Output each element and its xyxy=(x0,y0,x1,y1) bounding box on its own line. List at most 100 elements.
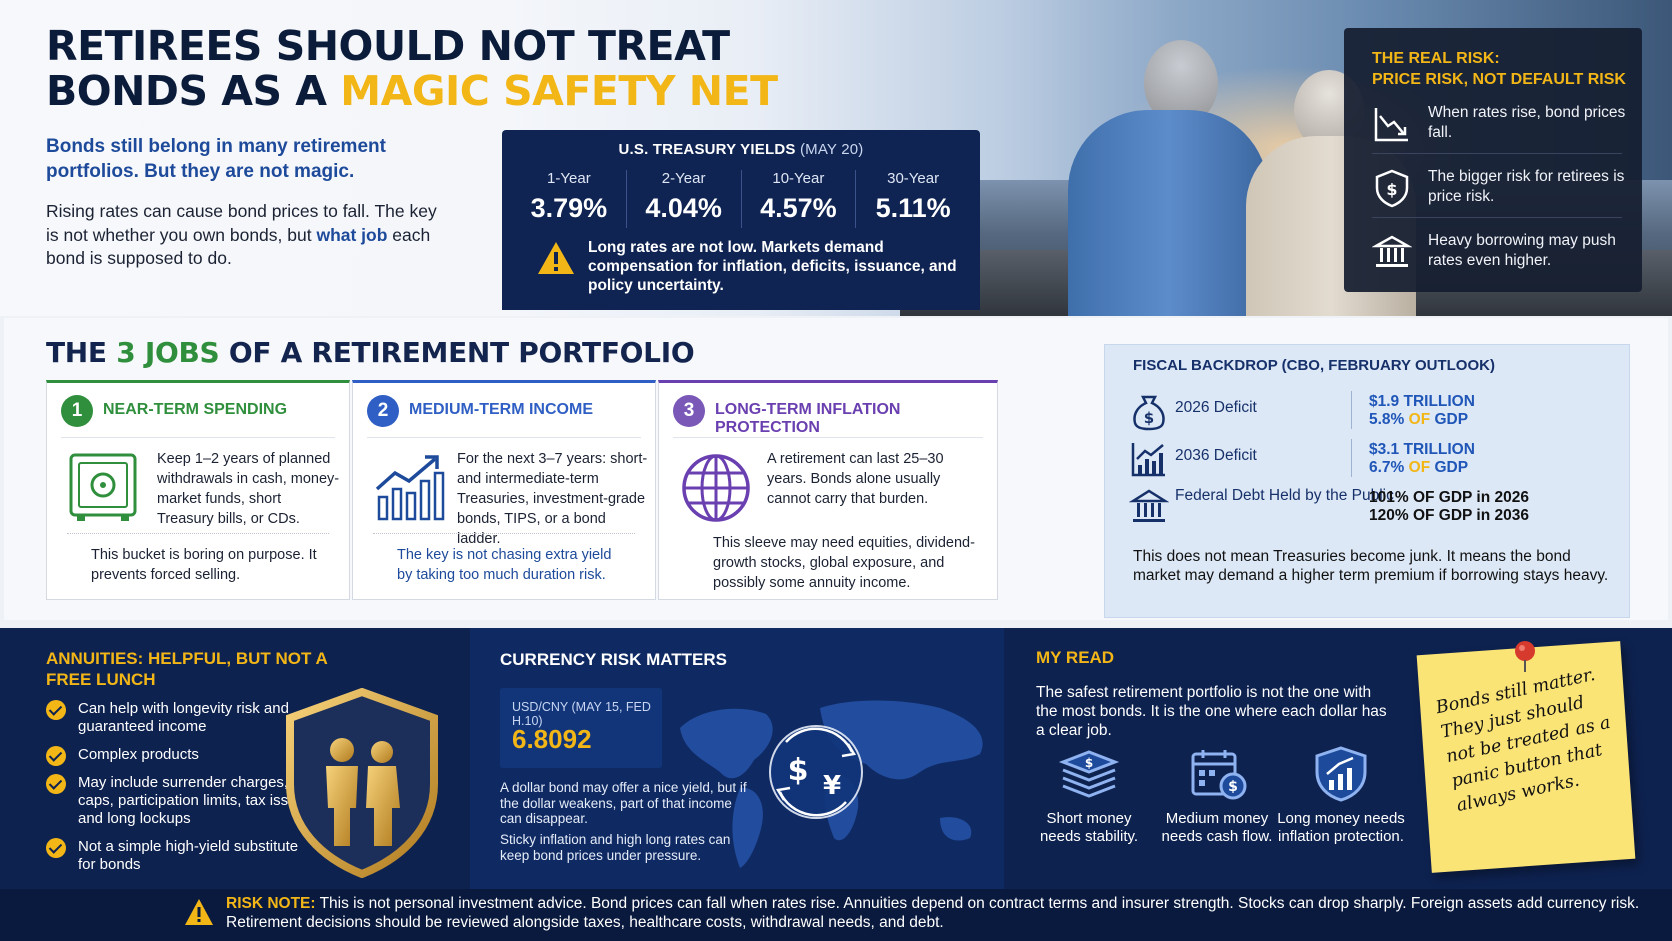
svg-text:$: $ xyxy=(1085,756,1093,770)
falling-chart-icon xyxy=(1374,108,1408,142)
jobs-title-post: OF A RETIREMENT PORTFOLIO xyxy=(219,336,695,369)
fiscal-value-1: $3.1 TRILLION xyxy=(1369,441,1475,458)
bank-icon xyxy=(1372,235,1412,267)
real-risk-text: Heavy borrowing may push rates even high… xyxy=(1428,232,1616,269)
check-icon xyxy=(46,700,66,720)
title-line-2: BONDS AS A MAGIC SAFETY NET xyxy=(46,69,778,114)
fiscal-row: 2036 Deficit $3.1 TRILLION 6.7% OF GDP xyxy=(1125,437,1615,483)
check-icon xyxy=(46,746,66,766)
annuity-point: Complex products xyxy=(78,746,199,763)
check-icon xyxy=(46,774,66,794)
risk-note: RISK NOTE: This is not personal investme… xyxy=(226,894,1646,932)
bar-chart-icon xyxy=(1131,443,1165,477)
my-read-heading: MY READ xyxy=(1036,648,1115,667)
annuities-list: Can help with longevity risk and guarant… xyxy=(46,700,316,884)
cash-stack-icon: $ xyxy=(1058,750,1120,798)
yield-value: 4.57% xyxy=(760,193,837,223)
list-item: May include surrender charges, caps, par… xyxy=(46,774,316,828)
bottom-section: ANNUITIES: HELPFUL, BUT NOT A FREE LUNCH… xyxy=(0,628,1672,941)
my-read-label: Medium money needs cash flow. xyxy=(1161,810,1273,845)
fiscal-value-1: $1.9 TRILLION xyxy=(1369,393,1475,410)
yield-label: 30-Year xyxy=(887,170,940,187)
job-number-badge: 1 xyxy=(61,395,93,427)
fiscal-value: 101% OF GDP in 2026 120% OF GDP in 2036 xyxy=(1369,489,1529,525)
globe-icon xyxy=(682,454,750,522)
svg-text:$: $ xyxy=(1386,180,1397,199)
currency-note-1: A dollar bond may offer a nice yield, bu… xyxy=(500,780,747,826)
svg-text:$: $ xyxy=(788,753,809,788)
money-bag-icon: $ xyxy=(1133,395,1165,431)
fiscal-of: OF xyxy=(1404,459,1435,476)
fiscal-backdrop-panel: FISCAL BACKDROP (CBO, FEBRUARY OUTLOOK) … xyxy=(1104,344,1630,618)
yield-2-year: 2-Year 4.04% xyxy=(627,170,742,228)
exchange-rate-label: USD/CNY (MAY 15, FED H.10) xyxy=(512,700,651,728)
currency-heading: CURRENCY RISK MATTERS xyxy=(500,650,727,669)
annuities-heading: ANNUITIES: HELPFUL, BUT NOT A FREE LUNCH xyxy=(46,649,328,689)
calendar-dollar-icon: $ xyxy=(1191,750,1247,800)
job-description: For the next 3–7 years: short- and inter… xyxy=(457,451,648,547)
fiscal-pct: 6.7% xyxy=(1369,459,1405,476)
fiscal-pct: 5.8% xyxy=(1369,411,1405,428)
jobs-title-pre: THE xyxy=(46,336,117,369)
yield-1-year: 1-Year 3.79% xyxy=(512,170,627,228)
dotted-divider xyxy=(373,533,635,534)
list-item: Complex products xyxy=(46,746,286,766)
yields-heading-text: U.S. TREASURY YIELDS xyxy=(618,141,796,158)
yields-columns: 1-Year 3.79% 2-Year 4.04% 10-Year 4.57% 30-… xyxy=(512,170,970,228)
world-map-icon: $ ¥ xyxy=(680,700,983,868)
yields-note: Long rates are not low. Markets demand c… xyxy=(588,239,957,294)
real-risk-item: $ The bigger risk for retirees is price … xyxy=(1372,162,1624,218)
job-card-medium-term: 2 MEDIUM-TERM INCOME For the next 3–7 ye… xyxy=(352,380,656,600)
divider xyxy=(1351,439,1352,477)
risk-note-label: RISK NOTE: xyxy=(226,895,316,912)
check-icon xyxy=(46,838,66,858)
page-title: RETIREES SHOULD NOT TREAT BONDS AS A MAG… xyxy=(46,24,778,114)
fiscal-value-2: 120% OF GDP in 2036 xyxy=(1369,507,1529,524)
divider xyxy=(1351,391,1352,429)
svg-text:$: $ xyxy=(1228,779,1238,795)
yield-value: 5.11% xyxy=(875,193,951,223)
list-item: Can help with longevity risk and guarant… xyxy=(46,700,289,736)
jobs-title: THE 3 JOBS OF A RETIREMENT PORTFOLIO xyxy=(46,336,695,369)
dotted-divider xyxy=(67,533,329,534)
yield-label: 10-Year xyxy=(772,170,825,187)
fiscal-gdp: GDP xyxy=(1434,411,1469,428)
fiscal-row: Federal Debt Held by the Public 101% OF … xyxy=(1125,485,1615,531)
divider xyxy=(673,437,983,438)
list-item: Not a simple high-yield substitute for b… xyxy=(46,838,298,874)
yield-10-year: 10-Year 4.57% xyxy=(742,170,857,228)
fiscal-value-2: 5.8% OF GDP xyxy=(1369,411,1475,429)
divider xyxy=(367,437,641,438)
treasury-yields-panel: U.S. TREASURY YIELDS (MAY 20) 1-Year 3.79… xyxy=(502,130,980,310)
fiscal-label: 2036 Deficit xyxy=(1175,447,1257,464)
real-risk-heading: THE REAL RISK: PRICE RISK, NOT DEFAULT RI… xyxy=(1372,48,1626,90)
real-risk-text: The bigger risk for retirees is price ri… xyxy=(1428,168,1625,205)
real-risk-heading-line-1: THE REAL RISK: xyxy=(1372,50,1500,67)
safe-icon xyxy=(69,453,137,521)
fiscal-value: $1.9 TRILLION 5.8% OF GDP xyxy=(1369,393,1475,429)
capitol-icon xyxy=(1129,489,1169,522)
shield-growth-icon xyxy=(1315,746,1367,802)
push-pin-icon xyxy=(1515,641,1535,672)
divider xyxy=(61,437,335,438)
rising-bar-chart-icon xyxy=(375,455,445,521)
fiscal-note: This does not mean Treasuries become jun… xyxy=(1133,548,1609,584)
job-title: NEAR-TERM SPENDING xyxy=(103,401,288,418)
my-read-item: Long money needs inflation protection. xyxy=(1276,746,1406,846)
job-footer: This bucket is boring on purpose. It pre… xyxy=(91,547,317,583)
job-number-badge: 3 xyxy=(673,395,705,427)
intro-part-1: Rising rates can cause bond prices to fa… xyxy=(46,201,437,245)
job-card-near-term: 1 NEAR-TERM SPENDING Keep 1–2 years of p… xyxy=(46,380,350,600)
warning-icon xyxy=(538,242,574,274)
jobs-title-number: 3 JOBS xyxy=(116,336,220,369)
title-highlight: MAGIC SAFETY NET xyxy=(340,67,778,115)
yield-30-year: 30-Year 5.11% xyxy=(856,170,970,228)
fiscal-label: 2026 Deficit xyxy=(1175,399,1257,416)
yield-label: 2-Year xyxy=(661,170,706,187)
hero-section: RETIREES SHOULD NOT TREAT BONDS AS A MAG… xyxy=(0,0,1672,316)
sticky-note-text: Bonds still matter. They just should not… xyxy=(1434,664,1613,817)
yield-value: 3.79% xyxy=(530,193,608,223)
yield-label: 1-Year xyxy=(547,170,591,187)
svg-text:¥: ¥ xyxy=(823,771,841,801)
my-read-item: $ Medium money needs cash flow. xyxy=(1152,746,1282,846)
